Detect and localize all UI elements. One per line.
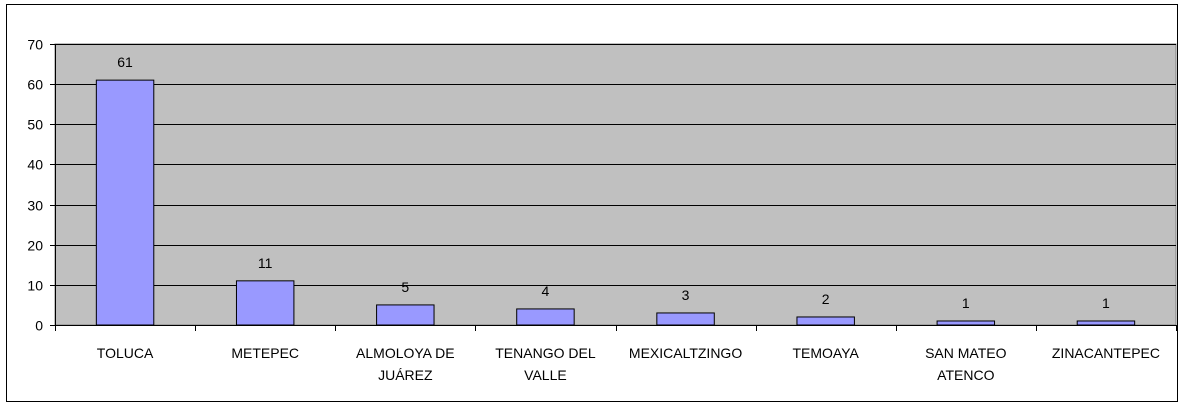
data-label: 3 bbox=[682, 287, 690, 303]
category-label-line: MEXICALTZINGO bbox=[629, 345, 742, 361]
category-label-line: TEMOAYA bbox=[792, 345, 859, 361]
category-label: TOLUCA bbox=[97, 345, 154, 361]
data-label: 1 bbox=[1102, 295, 1110, 311]
category-label: ALMOLOYA DE JUÁREZ bbox=[356, 345, 455, 383]
category-label-line: ALMOLOYA DE bbox=[356, 345, 455, 361]
bar bbox=[235, 280, 295, 326]
plot-area bbox=[54, 43, 1177, 326]
category-label-line: METEPEC bbox=[231, 345, 299, 361]
category-label-line: VALLE bbox=[524, 367, 567, 383]
category-label-line: TENANGO DEL bbox=[495, 345, 596, 361]
category-label: METEPEC bbox=[231, 345, 299, 361]
y-tick-label: 40 bbox=[27, 157, 43, 173]
y-tick-label: 60 bbox=[27, 77, 43, 93]
category-label-line: ATENCO bbox=[937, 367, 994, 383]
y-tick-label: 50 bbox=[27, 117, 43, 133]
category-label-line: ZINACANTEPEC bbox=[1052, 345, 1160, 361]
category-label: TEMOAYA bbox=[792, 345, 859, 361]
bar bbox=[376, 304, 435, 326]
bar bbox=[656, 312, 715, 326]
y-tick-label: 10 bbox=[27, 278, 43, 294]
y-tick-label: 30 bbox=[27, 198, 43, 214]
category-label: MEXICALTZINGO bbox=[629, 345, 742, 361]
bar bbox=[516, 308, 575, 326]
data-label: 4 bbox=[542, 283, 550, 299]
y-tick-label: 20 bbox=[27, 238, 43, 254]
data-label: 61 bbox=[117, 54, 133, 70]
bar bbox=[95, 79, 155, 326]
data-label: 11 bbox=[258, 255, 273, 271]
y-tick-label: 70 bbox=[27, 37, 43, 53]
data-label: 5 bbox=[401, 279, 409, 295]
category-label: TENANGO DEL VALLE bbox=[495, 345, 596, 383]
category-label-line: JUÁREZ bbox=[378, 367, 433, 383]
bar bbox=[796, 316, 855, 326]
data-label: 2 bbox=[822, 291, 830, 307]
category-label: SAN MATEO ATENCO bbox=[925, 345, 1007, 383]
category-label-line: SAN MATEO bbox=[925, 345, 1007, 361]
bar bbox=[936, 320, 996, 326]
data-label: 1 bbox=[962, 295, 970, 311]
category-label: ZINACANTEPEC bbox=[1052, 345, 1160, 361]
bar bbox=[1076, 320, 1136, 326]
category-label-line: TOLUCA bbox=[97, 345, 154, 361]
y-tick-label: 0 bbox=[35, 318, 43, 334]
